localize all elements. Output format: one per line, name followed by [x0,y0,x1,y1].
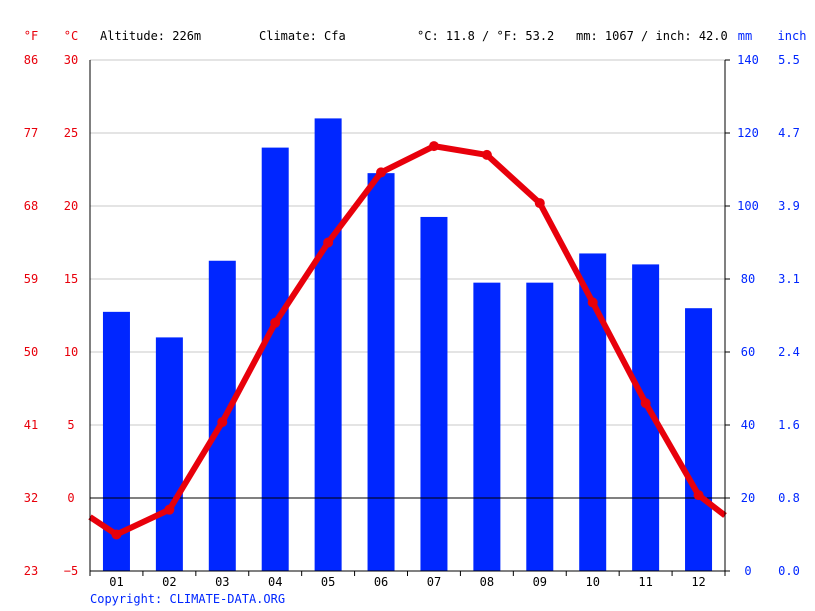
altitude-label: Altitude: 226m [100,29,201,43]
temperature-point [534,198,545,209]
temperature-point [587,297,598,308]
precipitation-bar [314,118,342,572]
fahrenheit-tick-label: 23 [24,564,38,578]
temperature-point [164,504,175,515]
month-tick-label: 07 [427,575,441,589]
unit-celsius-label: °C [64,29,78,43]
fahrenheit-tick-label: 86 [24,53,38,67]
precipitation-bar [526,282,554,571]
month-tick-label: 03 [215,575,229,589]
precipitation-bar [261,147,289,571]
temperature-point [111,529,122,540]
temperature-point [270,317,281,328]
mm-tick-label: 20 [741,491,755,505]
tick-labels: −5 23 0 32 5 41 10 50 15 59 20 68 25 77 30 86 0 0.0 20 0.8 4… [24,53,800,589]
temperature-point [693,490,704,501]
mm-tick-label: 100 [737,199,759,213]
month-tick-label: 09 [533,575,547,589]
total-precipitation-label: mm: 1067 / inch: 42.0 [576,29,728,43]
unit-inch-label: inch [778,29,807,43]
inch-tick-label: 0.0 [778,564,800,578]
celsius-tick-label: 15 [64,272,78,286]
celsius-tick-label: 25 [64,126,78,140]
temperature-series-line [88,143,727,538]
inch-tick-label: 4.7 [778,126,800,140]
fahrenheit-tick-label: 68 [24,199,38,213]
mm-tick-label: 40 [741,418,755,432]
month-tick-label: 04 [268,575,282,589]
mm-tick-label: 120 [737,126,759,140]
month-tick-label: 12 [691,575,705,589]
inch-tick-label: 5.5 [778,53,800,67]
fahrenheit-tick-label: 32 [24,491,38,505]
inch-tick-label: 3.1 [778,272,800,286]
temperature-line [88,141,727,540]
celsius-tick-label: 0 [67,491,74,505]
temperature-point [323,237,334,248]
celsius-tick-label: 10 [64,345,78,359]
month-tick-label: 08 [480,575,494,589]
mm-tick-label: 0 [744,564,751,578]
fahrenheit-tick-label: 50 [24,345,38,359]
inch-tick-label: 1.6 [778,418,800,432]
inch-tick-label: 3.9 [778,199,800,213]
fahrenheit-tick-label: 77 [24,126,38,140]
mm-tick-label: 80 [741,272,755,286]
temperature-point [481,149,492,160]
climate-label: Climate: Cfa [259,29,346,43]
month-tick-label: 11 [638,575,652,589]
temperature-point [376,167,387,178]
grid-lines [90,59,725,426]
precipitation-bar [473,282,501,571]
temperature-point [640,398,651,409]
temperature-point [217,417,228,428]
celsius-tick-label: 5 [67,418,74,432]
precipitation-bar [420,216,448,571]
average-temperature-label: °C: 11.8 / °F: 53.2 [417,29,554,43]
precipitation-bar [367,173,395,571]
fahrenheit-tick-label: 41 [24,418,38,432]
celsius-tick-label: 20 [64,199,78,213]
precipitation-bar [685,308,713,571]
celsius-tick-label: 30 [64,53,78,67]
inch-tick-label: 2.4 [778,345,800,359]
month-tick-label: 10 [585,575,599,589]
month-tick-label: 02 [162,575,176,589]
fahrenheit-tick-label: 59 [24,272,38,286]
month-tick-label: 01 [109,575,123,589]
celsius-tick-label: −5 [64,564,78,578]
inch-tick-label: 0.8 [778,491,800,505]
precipitation-bars [102,118,713,572]
temperature-point [428,141,439,152]
month-tick-label: 05 [321,575,335,589]
mm-tick-label: 140 [737,53,759,67]
unit-mm-label: mm [738,29,752,43]
unit-fahrenheit-label: °F [24,29,38,43]
precipitation-bar [155,337,183,571]
copyright-link[interactable]: Copyright: CLIMATE-DATA.ORG [90,592,285,606]
axes [89,59,730,576]
month-tick-label: 06 [374,575,388,589]
mm-tick-label: 60 [741,345,755,359]
